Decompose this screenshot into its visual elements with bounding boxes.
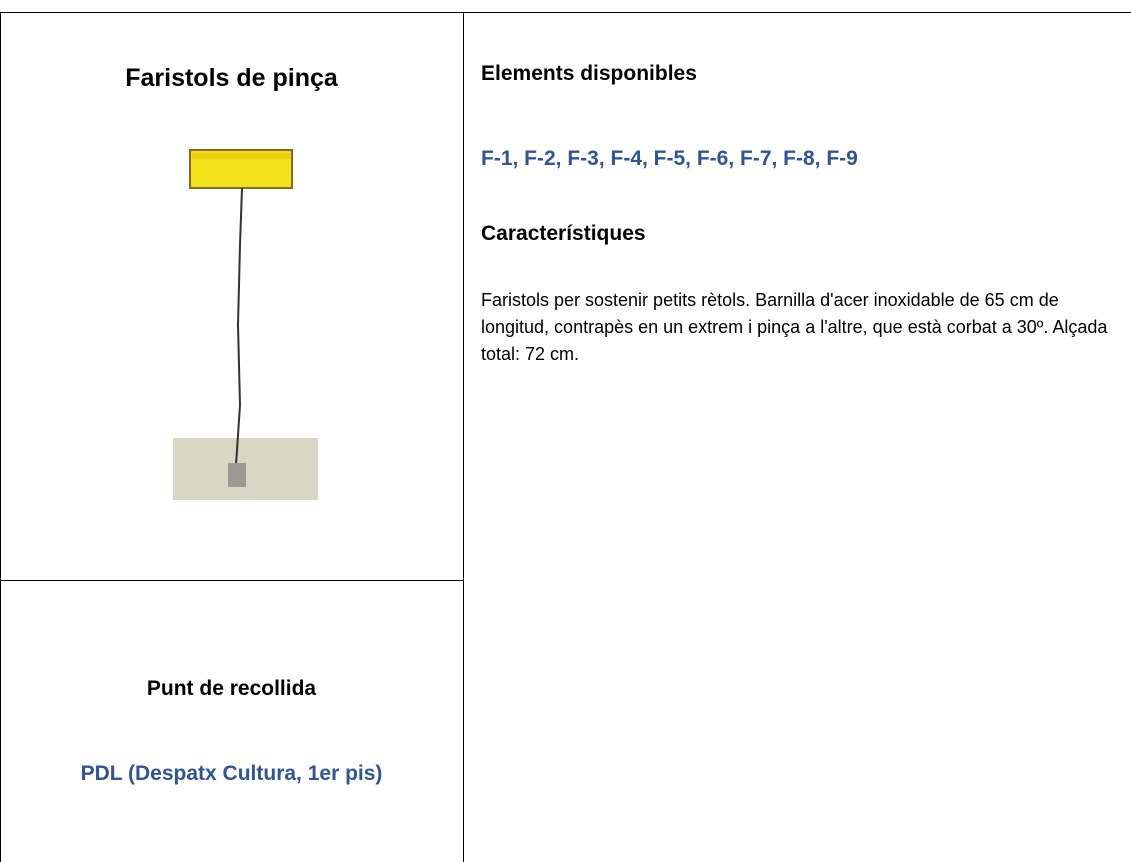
product-image xyxy=(170,145,320,505)
table-border xyxy=(0,12,1131,13)
product-title: Faristols de pinça xyxy=(125,64,338,92)
features-text: Faristols per sostenir petits rètols. Ba… xyxy=(481,290,1108,364)
table-border xyxy=(0,580,463,581)
table-border xyxy=(0,12,1,862)
pickup-heading: Punt de recollida xyxy=(146,677,317,700)
table-border xyxy=(463,12,464,862)
pickup-location: PDL (Despatx Cultura, 1er pis) xyxy=(80,762,383,785)
features-heading: Característiques xyxy=(481,222,646,245)
elements-list: F-1, F-2, F-3, F-4, F-5, F-6, F-7, F-8, … xyxy=(481,147,858,170)
elements-heading: Elements disponibles xyxy=(481,62,697,85)
